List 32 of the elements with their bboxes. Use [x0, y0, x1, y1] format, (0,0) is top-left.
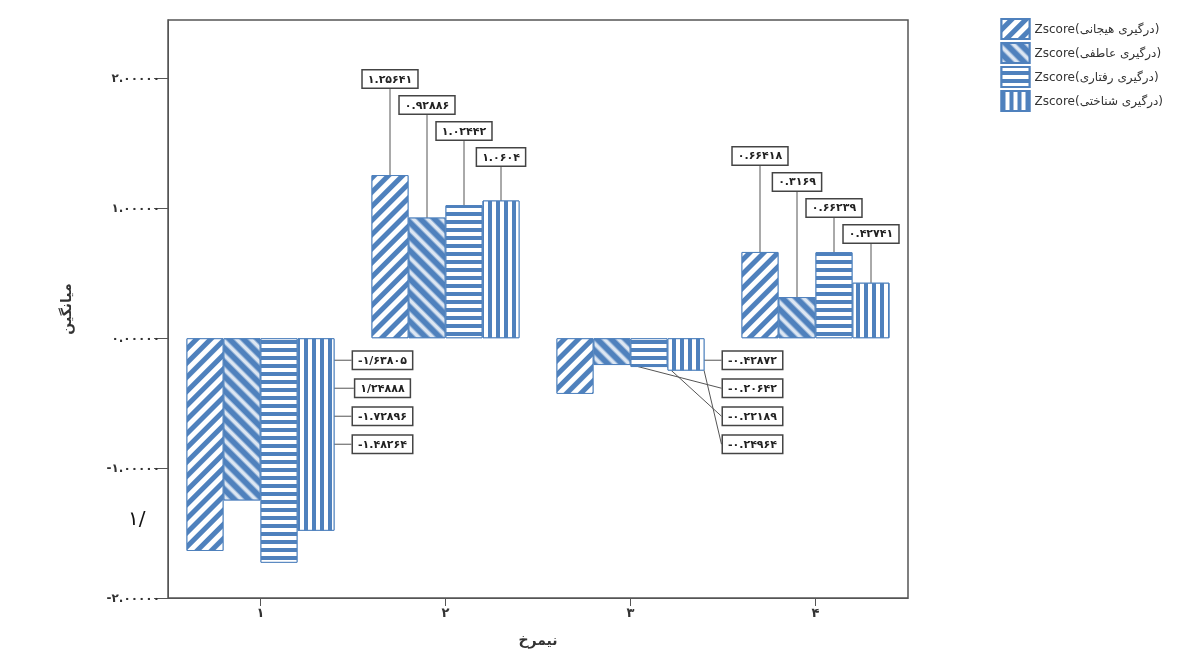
x-tick-label: ۱	[256, 605, 265, 620]
x-tick-label: ۴	[811, 605, 820, 620]
legend-label: Zscore(درگیری هیجانی)	[1034, 22, 1160, 37]
data-label: -۱.۴۸۲۶۴	[357, 437, 408, 451]
y-tick-label: ۱.۰۰۰۰۰	[111, 201, 160, 216]
data-label: ۱.۲۵۶۴۱	[367, 72, 413, 86]
data-label: ۱/۲۴۸۸۸	[360, 381, 405, 395]
data-label: -۱/۶۳۸۰۵	[358, 353, 408, 367]
data-label: -۰.۲۲۱۸۹	[727, 409, 778, 423]
text: ۱/	[128, 506, 146, 530]
data-label: ۱.۰۶۰۴	[482, 150, 521, 164]
data-label: -۰.۲۰۶۴۲	[727, 381, 778, 395]
data-label: -۰.۴۲۸۷۲	[727, 353, 778, 367]
legend-label: Zscore(درگیری رفتاری)	[1034, 70, 1159, 85]
legend-label: Zscore(درگیری شناختی)	[1034, 94, 1164, 109]
x-tick-label: ۳	[626, 605, 635, 620]
x-tick-label: ۲	[441, 605, 450, 620]
data-label: ۰.۴۲۷۴۱	[848, 227, 894, 241]
y-tick-label: -۲.۰۰۰۰۰	[106, 591, 160, 605]
data-label: -۰.۲۴۹۶۴	[727, 437, 778, 451]
data-label: -۱.۷۲۸۹۶	[357, 409, 408, 423]
legend-label: Zscore(درگیری عاطفی)	[1034, 46, 1162, 61]
y-tick-label: ۰.۰۰۰۰۰	[111, 331, 160, 346]
y-tick-label: -۱.۰۰۰۰۰	[106, 461, 160, 476]
data-label: ۱.۰۲۴۴۲	[441, 124, 487, 138]
data-label: ۰.۳۱۶۹	[778, 175, 817, 189]
data-label: ۰.۶۶۲۳۹	[811, 201, 857, 215]
y-tick-label: ۲.۰۰۰۰۰	[111, 71, 160, 86]
y-axis-title: میانگین	[58, 283, 75, 335]
x-axis-title: نیمرخ	[518, 632, 558, 649]
data-label: ۰.۶۶۴۱۸	[737, 149, 783, 163]
data-label: ۰.۹۲۸۸۶	[404, 98, 450, 112]
